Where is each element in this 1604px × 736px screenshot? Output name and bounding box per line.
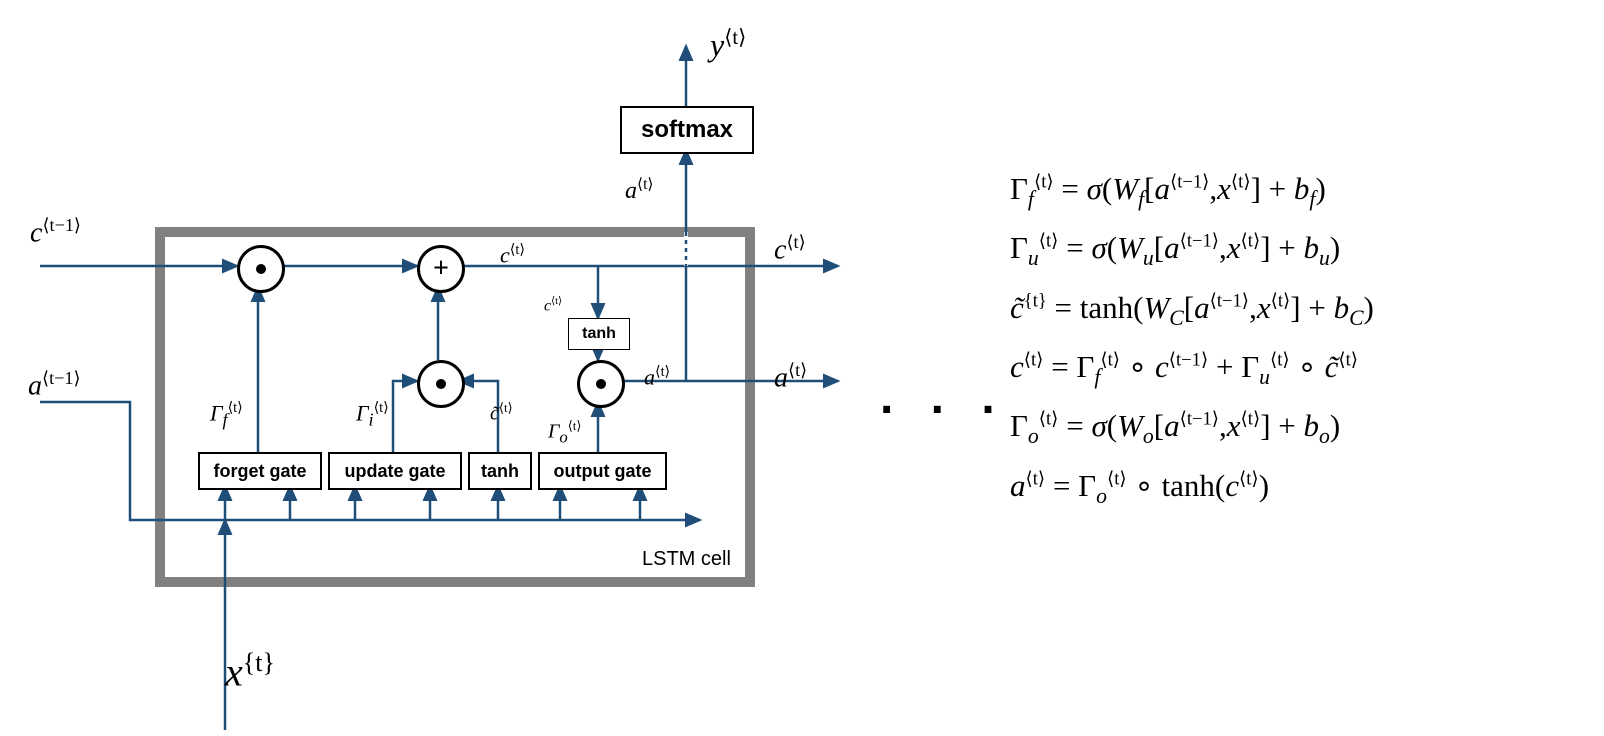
output-gate-label: output gate bbox=[554, 461, 652, 482]
forget-gate-label: forget gate bbox=[213, 461, 306, 482]
label-gamma_o: Γo⟨t⟩ bbox=[548, 418, 581, 448]
label-a_prev: a⟨t−1⟩ bbox=[28, 368, 81, 402]
label-a_t_mid: a⟨t⟩ bbox=[644, 364, 670, 390]
label-x_t: x{t} bbox=[225, 648, 275, 695]
label-a_t_out: a⟨t⟩ bbox=[774, 360, 807, 394]
update-gate-label: update gate bbox=[344, 461, 445, 482]
op-mul-output bbox=[577, 360, 625, 408]
equation-row-4: Γo⟨t⟩ = σ(Wo[a⟨t−1⟩,x⟨t⟩] + bo) bbox=[1010, 397, 1374, 456]
tanh-inner-box: tanh bbox=[568, 318, 630, 350]
label-c_t_out: c⟨t⟩ bbox=[774, 232, 806, 266]
label-y_t: y⟨t⟩ bbox=[710, 25, 746, 64]
label-a_t_top: a⟨t⟩ bbox=[625, 175, 654, 205]
label-c_prev: c⟨t−1⟩ bbox=[30, 215, 81, 249]
ellipsis: . . . bbox=[880, 370, 1007, 425]
op-add-main: + bbox=[417, 245, 465, 293]
equation-row-3: c⟨t⟩ = Γf⟨t⟩ ∘ c⟨t−1⟩ + Γu⟨t⟩ ∘ c̃⟨t⟩ bbox=[1010, 338, 1374, 397]
label-c_t_small: c⟨t⟩ bbox=[544, 295, 562, 315]
label-c_tilde: c̃⟨t⟩ bbox=[490, 400, 513, 426]
equation-row-1: Γu⟨t⟩ = σ(Wu[a⟨t−1⟩,x⟨t⟩] + bu) bbox=[1010, 219, 1374, 278]
cell-label: LSTM cell bbox=[642, 548, 731, 571]
softmax-box: softmax bbox=[620, 106, 754, 154]
arrow-update-to-mul bbox=[393, 381, 417, 452]
lstm-diagram-container: softmax tanh forget gate update gate tanh o… bbox=[0, 0, 1604, 736]
update-gate-box: update gate bbox=[328, 452, 462, 490]
softmax-label: softmax bbox=[641, 116, 733, 144]
tanh-gate-label: tanh bbox=[481, 461, 519, 482]
equation-row-5: a⟨t⟩ = Γo⟨t⟩ ∘ tanh(c⟨t⟩) bbox=[1010, 457, 1374, 516]
op-mul-forget bbox=[237, 245, 285, 293]
tanh-gate-box: tanh bbox=[468, 452, 532, 490]
label-gamma_f: Γf⟨t⟩ bbox=[210, 400, 243, 431]
label-c_t_mid: c⟨t⟩ bbox=[500, 242, 525, 268]
equation-row-2: c̃{t} = tanh(WC[a⟨t−1⟩,x⟨t⟩] + bC) bbox=[1010, 279, 1374, 338]
equations-block: Γf⟨t⟩ = σ(Wf[a⟨t−1⟩,x⟨t⟩] + bf)Γu⟨t⟩ = σ… bbox=[1010, 160, 1374, 516]
output-gate-box: output gate bbox=[538, 452, 667, 490]
label-gamma_i: Γi⟨t⟩ bbox=[356, 400, 389, 431]
tanh-inner-label: tanh bbox=[582, 325, 616, 343]
forget-gate-box: forget gate bbox=[198, 452, 322, 490]
equation-row-0: Γf⟨t⟩ = σ(Wf[a⟨t−1⟩,x⟨t⟩] + bf) bbox=[1010, 160, 1374, 219]
op-mul-update bbox=[417, 360, 465, 408]
